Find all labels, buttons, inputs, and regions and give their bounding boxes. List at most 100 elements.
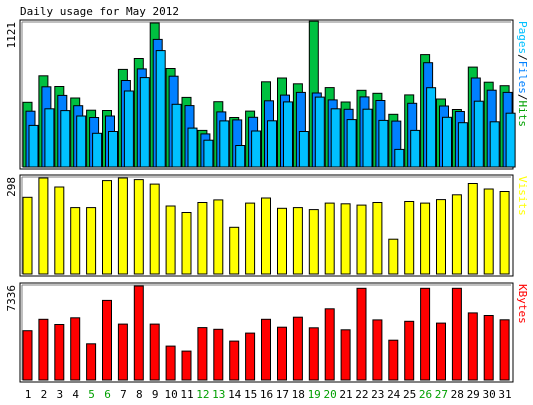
x-tick-label-day-3: 3	[56, 388, 63, 401]
bar-visits-day-31	[499, 191, 510, 275]
bar-visits-day-1	[22, 196, 33, 275]
x-tick-label-day-25: 25	[403, 388, 416, 401]
bar-visits-day-9	[149, 183, 160, 275]
bar-pages-day-2	[44, 108, 55, 168]
legend-label: Visits	[516, 176, 529, 216]
bar-visits-day-18	[292, 207, 303, 275]
bar-kbytes-day-14	[229, 340, 240, 381]
bar-visits-day-23	[372, 202, 383, 275]
bar-pages-day-31	[505, 112, 516, 168]
x-tick-label-day-29: 29	[467, 388, 480, 401]
x-tick-label-day-24: 24	[387, 388, 401, 401]
x-tick-label-day-20: 20	[323, 388, 336, 401]
bar-visits-day-16	[261, 197, 271, 275]
bar-kbytes-day-25	[404, 320, 415, 381]
bar-kbytes-day-26	[420, 287, 431, 381]
bar-visits-day-14	[229, 226, 240, 275]
x-tick-label-day-28: 28	[451, 388, 464, 401]
x-tick-label-day-11: 11	[180, 388, 193, 401]
bar-kbytes-day-11	[181, 350, 192, 381]
x-tick-label-day-15: 15	[244, 388, 257, 401]
x-tick-label-day-31: 31	[498, 388, 511, 401]
x-tick-label-day-21: 21	[339, 388, 352, 401]
bar-kbytes-day-2	[38, 318, 49, 381]
bar-kbytes-day-27	[436, 322, 446, 381]
x-tick-label-day-7: 7	[120, 388, 127, 401]
bar-visits-day-29	[467, 183, 478, 275]
bar-kbytes-day-12	[197, 327, 208, 381]
legend-entry: KBytes	[516, 284, 529, 324]
bar-kbytes-day-23	[372, 319, 383, 381]
bar-visits-day-8	[133, 179, 144, 275]
bar-pages-day-16	[267, 120, 277, 168]
bar-pages-day-23	[378, 119, 389, 168]
bar-pages-day-29	[473, 100, 484, 168]
bar-pages-day-26	[426, 87, 437, 168]
bar-pages-day-3	[60, 110, 71, 168]
x-axis-day-labels: 1 2 3 4 5 6 7 8 9 10 11 12 13 14 15 16 17 18 19 20 21 22 23 24 2…	[25, 388, 512, 401]
legend-label: Pages/Files/Hits	[516, 21, 529, 127]
bar-kbytes-day-19	[308, 327, 319, 381]
x-tick-label-day-17: 17	[276, 388, 289, 401]
bar-kbytes-day-21	[340, 329, 351, 381]
x-tick-label-day-4: 4	[72, 388, 79, 401]
bar-pages-day-9	[155, 50, 166, 168]
bar-kbytes-day-28	[451, 287, 462, 381]
x-tick-label-day-16: 16	[260, 388, 273, 401]
x-tick-label-day-1: 1	[25, 388, 32, 401]
x-tick-label-day-22: 22	[355, 388, 368, 401]
x-tick-label-day-18: 18	[292, 388, 305, 401]
bar-visits-day-6	[102, 180, 112, 275]
bar-visits-day-30	[483, 188, 494, 275]
bar-kbytes-day-29	[467, 312, 478, 381]
bar-pages-day-11	[187, 127, 198, 168]
bar-visits-day-19	[308, 209, 319, 275]
legend-entry: Visits	[516, 176, 529, 216]
bar-pages-day-17	[283, 101, 293, 168]
bar-kbytes-day-10	[165, 345, 176, 381]
x-tick-label-day-10: 10	[164, 388, 177, 401]
bar-kbytes-day-15	[245, 332, 256, 381]
x-tick-label-day-6: 6	[104, 388, 111, 401]
bar-visits-day-3	[54, 186, 65, 275]
legend-entry: Pages	[516, 21, 529, 54]
bar-pages-day-30	[489, 121, 500, 168]
bar-kbytes-day-17	[277, 326, 287, 381]
bar-kbytes-day-24	[388, 339, 399, 381]
bar-visits-day-28	[451, 194, 462, 275]
legend-label: KBytes	[516, 284, 529, 324]
bar-pages-day-19	[314, 96, 325, 168]
bar-pages-day-4	[76, 115, 87, 168]
bar-kbytes-day-22	[356, 287, 367, 381]
bar-kbytes-day-30	[483, 315, 494, 381]
legend-entry: /	[516, 94, 529, 101]
legend-entry: Files	[516, 61, 529, 94]
bar-pages-day-8	[139, 77, 150, 168]
x-tick-label-day-27: 27	[435, 388, 448, 401]
bar-kbytes-day-1	[22, 330, 33, 381]
bar-pages-day-5	[92, 132, 103, 168]
chart-title: Daily usage for May 2012	[20, 5, 179, 18]
x-tick-label-day-12: 12	[196, 388, 209, 401]
bar-kbytes-day-3	[54, 324, 65, 381]
bar-visits-day-21	[340, 203, 351, 275]
bar-pages-day-18	[298, 131, 309, 168]
bar-visits-day-27	[436, 199, 446, 275]
bar-visits-day-25	[404, 201, 415, 275]
bar-pages-day-24	[394, 148, 405, 168]
x-tick-label-day-23: 23	[371, 388, 384, 401]
bar-visits-day-12	[197, 202, 208, 275]
y-max-label: 7336	[5, 285, 18, 312]
x-tick-label-day-26: 26	[419, 388, 432, 401]
bar-pages-day-15	[251, 130, 262, 168]
bar-visits-day-5	[86, 207, 97, 275]
bar-visits-day-10	[165, 205, 176, 275]
legend-entry: /	[516, 54, 529, 61]
bar-visits-day-20	[324, 202, 335, 275]
bar-kbytes-day-7	[117, 323, 128, 381]
x-tick-label-day-19: 19	[308, 388, 321, 401]
bar-pages-day-22	[362, 108, 373, 168]
bar-visits-day-26	[420, 202, 431, 275]
bar-pages-day-20	[330, 108, 341, 168]
